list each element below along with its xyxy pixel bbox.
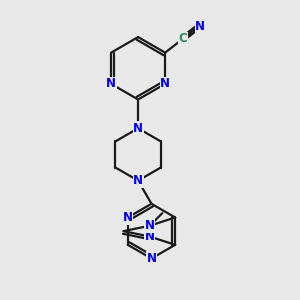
Text: N: N bbox=[145, 219, 155, 232]
Text: N: N bbox=[106, 77, 116, 90]
Text: N: N bbox=[160, 77, 170, 90]
Text: N: N bbox=[145, 230, 155, 243]
Text: N: N bbox=[133, 174, 143, 187]
Text: N: N bbox=[123, 211, 133, 224]
Text: N: N bbox=[146, 252, 157, 265]
Text: C: C bbox=[178, 32, 187, 45]
Text: N: N bbox=[133, 122, 143, 135]
Text: N: N bbox=[195, 20, 205, 33]
